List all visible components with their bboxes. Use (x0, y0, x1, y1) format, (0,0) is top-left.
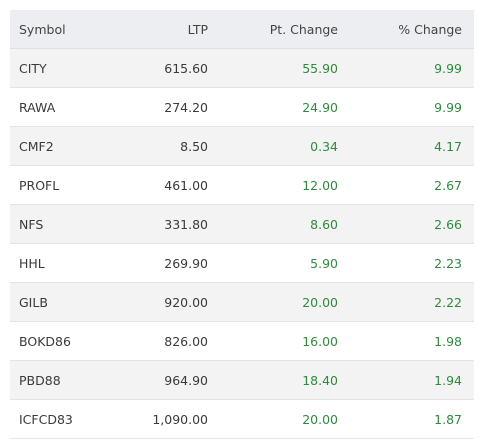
table-container: Symbol LTP Pt. Change % Change CITY 615.6… (10, 10, 474, 439)
table-row: RAWA 274.20 24.90 9.99 (10, 87, 474, 127)
header-cell: % Change (350, 10, 474, 49)
value-cell: 1,090.00 (120, 399, 220, 439)
value-cell: 615.60 (120, 48, 220, 88)
value-cell: 2.22 (350, 282, 474, 322)
value-cell: 461.00 (120, 165, 220, 205)
header-cell: Symbol (10, 10, 120, 49)
value-cell: 20.00 (220, 282, 350, 322)
value-cell: 9.99 (350, 87, 474, 127)
symbol-cell: ICFCD83 (10, 399, 120, 439)
value-cell: 331.80 (120, 204, 220, 244)
value-cell: 5.90 (220, 243, 350, 283)
value-cell: 1.87 (350, 399, 474, 439)
value-cell: 269.90 (120, 243, 220, 283)
value-cell: 16.00 (220, 321, 350, 361)
symbol-cell: CITY (10, 48, 120, 88)
table-row: HHL 269.90 5.90 2.23 (10, 243, 474, 283)
value-cell: 826.00 (120, 321, 220, 361)
value-cell: 12.00 (220, 165, 350, 205)
table-row: BOKD86 826.00 16.00 1.98 (10, 321, 474, 361)
symbol-cell: GILB (10, 282, 120, 322)
symbol-cell: CMF2 (10, 126, 120, 166)
header-cell: LTP (120, 10, 220, 49)
header-cell: Pt. Change (220, 10, 350, 49)
value-cell: 8.60 (220, 204, 350, 244)
value-cell: 24.90 (220, 87, 350, 127)
table-body: CITY 615.60 55.90 9.99 RAWA 274.20 24.90 9.99 CM… (10, 48, 474, 439)
value-cell: 964.90 (120, 360, 220, 400)
symbol-cell: PBD88 (10, 360, 120, 400)
header-row: Symbol LTP Pt. Change % Change (10, 10, 474, 49)
value-cell: 9.99 (350, 48, 474, 88)
value-cell: 2.67 (350, 165, 474, 205)
value-cell: 274.20 (120, 87, 220, 127)
gainers-table: Symbol LTP Pt. Change % Change CITY 615.6… (10, 10, 474, 439)
value-cell: 0.34 (220, 126, 350, 166)
table-row: ICFCD83 1,090.00 20.00 1.87 (10, 399, 474, 439)
table-row: NFS 331.80 8.60 2.66 (10, 204, 474, 244)
table-row: GILB 920.00 20.00 2.22 (10, 282, 474, 322)
table-row: PBD88 964.90 18.40 1.94 (10, 360, 474, 400)
symbol-cell: NFS (10, 204, 120, 244)
value-cell: 8.50 (120, 126, 220, 166)
value-cell: 920.00 (120, 282, 220, 322)
symbol-cell: HHL (10, 243, 120, 283)
value-cell: 1.94 (350, 360, 474, 400)
symbol-cell: RAWA (10, 87, 120, 127)
table-row: CITY 615.60 55.90 9.99 (10, 48, 474, 88)
symbol-cell: PROFL (10, 165, 120, 205)
value-cell: 2.66 (350, 204, 474, 244)
table-header: Symbol LTP Pt. Change % Change (10, 10, 474, 49)
value-cell: 1.98 (350, 321, 474, 361)
table-row: CMF2 8.50 0.34 4.17 (10, 126, 474, 166)
value-cell: 2.23 (350, 243, 474, 283)
value-cell: 4.17 (350, 126, 474, 166)
value-cell: 55.90 (220, 48, 350, 88)
table-row: PROFL 461.00 12.00 2.67 (10, 165, 474, 205)
symbol-cell: BOKD86 (10, 321, 120, 361)
value-cell: 20.00 (220, 399, 350, 439)
value-cell: 18.40 (220, 360, 350, 400)
